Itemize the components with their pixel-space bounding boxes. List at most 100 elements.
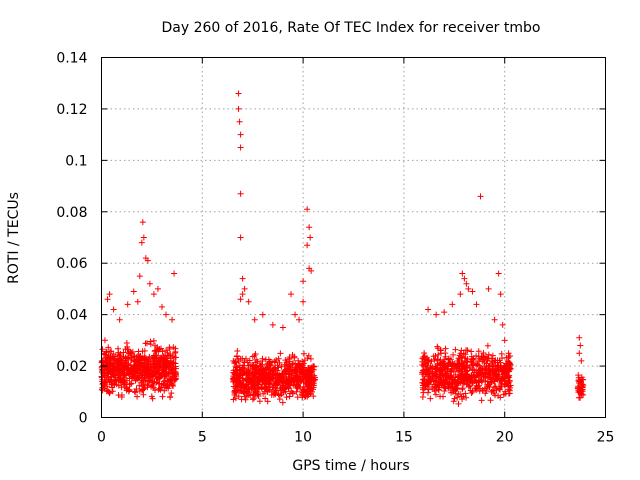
- data-point: [269, 384, 276, 391]
- data-point: [462, 390, 469, 397]
- data-point: [463, 280, 470, 287]
- x-axis-label: GPS time / hours: [292, 458, 409, 474]
- data-point: [421, 350, 428, 357]
- data-point: [237, 234, 244, 241]
- data-point: [491, 316, 498, 323]
- data-point: [277, 374, 284, 381]
- data-point: [442, 385, 449, 392]
- data-point: [304, 242, 311, 249]
- data-point: [422, 362, 429, 369]
- data-point: [104, 387, 111, 394]
- data-point: [132, 389, 139, 396]
- data-point: [262, 395, 269, 402]
- data-point: [303, 380, 310, 387]
- data-point: [303, 372, 310, 379]
- data-point: [155, 369, 162, 376]
- data-point: [102, 351, 109, 358]
- data-point: [459, 270, 466, 277]
- data-point: [121, 379, 128, 386]
- data-point: [482, 390, 489, 397]
- data-point: [125, 387, 132, 394]
- data-point: [300, 373, 307, 380]
- data-point: [103, 348, 110, 355]
- data-point: [230, 396, 237, 403]
- data-point: [507, 384, 514, 391]
- data-point: [167, 394, 174, 401]
- data-point: [495, 270, 502, 277]
- data-point: [155, 380, 162, 387]
- data-point: [304, 390, 311, 397]
- data-point: [468, 353, 475, 360]
- data-point: [459, 396, 466, 403]
- data-point: [155, 346, 162, 353]
- data-point: [251, 366, 258, 373]
- data-point: [252, 350, 259, 357]
- data-point: [133, 385, 140, 392]
- data-point: [111, 371, 118, 378]
- data-point: [232, 359, 239, 366]
- data-point: [431, 356, 438, 363]
- data-point: [505, 353, 512, 360]
- data-point: [112, 366, 119, 373]
- data-point: [254, 389, 261, 396]
- data-point: [154, 285, 161, 292]
- data-point: [151, 355, 158, 362]
- data-point: [487, 397, 494, 404]
- data-point: [575, 372, 582, 379]
- data-point: [307, 234, 314, 241]
- data-point: [165, 375, 172, 382]
- data-point: [261, 371, 268, 378]
- data-point: [578, 387, 585, 394]
- data-point: [454, 394, 461, 401]
- data-point: [307, 355, 314, 362]
- x-tick-label: 20: [496, 430, 514, 446]
- data-point: [463, 381, 470, 388]
- data-point: [141, 359, 148, 366]
- data-point: [159, 393, 166, 400]
- data-point: [292, 360, 299, 367]
- data-point: [139, 219, 146, 226]
- data-point: [118, 394, 125, 401]
- data-point: [251, 391, 258, 398]
- y-tick-label: 0: [79, 411, 88, 427]
- data-point: [272, 381, 279, 388]
- data-point: [147, 341, 154, 348]
- data-point: [310, 363, 317, 370]
- data-point: [163, 371, 170, 378]
- data-point: [265, 366, 272, 373]
- data-point: [104, 356, 111, 363]
- data-point: [133, 367, 140, 374]
- data-point: [279, 399, 286, 406]
- data-point: [235, 371, 242, 378]
- data-point: [259, 372, 266, 379]
- data-point: [307, 365, 314, 372]
- data-point: [455, 400, 462, 407]
- data-point: [101, 337, 108, 344]
- data-point: [251, 316, 258, 323]
- data-point: [295, 357, 302, 364]
- data-point: [469, 388, 476, 395]
- data-point: [140, 391, 147, 398]
- data-point: [434, 356, 441, 363]
- data-point: [463, 394, 470, 401]
- data-point: [578, 374, 585, 381]
- data-point: [129, 348, 136, 355]
- x-tick-label: 10: [294, 430, 312, 446]
- data-point: [427, 364, 434, 371]
- data-point: [139, 359, 146, 366]
- data-point: [493, 371, 500, 378]
- data-point: [452, 385, 459, 392]
- data-point: [428, 358, 435, 365]
- data-point: [251, 383, 258, 390]
- data-point: [488, 363, 495, 370]
- data-point: [294, 377, 301, 384]
- data-point: [480, 349, 487, 356]
- data-point: [278, 391, 285, 398]
- data-point: [300, 298, 307, 305]
- data-point: [150, 337, 157, 344]
- data-point: [170, 382, 177, 389]
- data-point: [432, 352, 439, 359]
- data-point: [503, 360, 510, 367]
- data-point: [254, 378, 261, 385]
